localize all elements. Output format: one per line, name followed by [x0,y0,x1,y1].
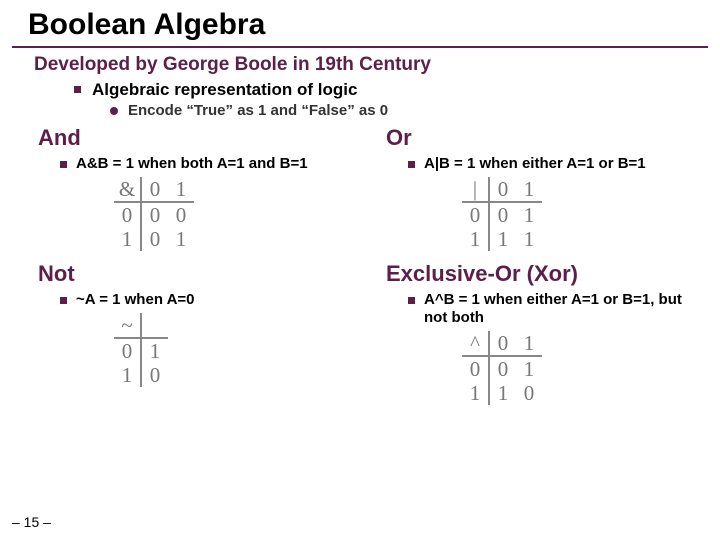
xor-truth-table: ^ 0 1 0 0 1 1 1 0 [462,331,702,405]
table-cell: 1 [490,381,516,406]
table-row-header: 0 [114,339,140,364]
table-row-header: 0 [114,203,140,228]
content-columns: And A&B = 1 when both A=1 and B=1 & 0 1 … [0,119,720,405]
table-cell: 1 [516,227,542,252]
and-heading: And [18,123,354,153]
table-cell: 1 [490,227,516,252]
not-heading: Not [18,259,354,289]
table-row-header: 1 [114,227,140,252]
table-col-header: 1 [168,177,194,202]
table-cell: 1 [142,339,168,364]
table-cell: 1 [516,357,542,382]
left-column: And A&B = 1 when both A=1 and B=1 & 0 1 … [12,123,360,405]
slide-subtitle: Developed by George Boole in 19th Centur… [0,48,720,76]
table-cell: 0 [168,203,194,228]
not-truth-table: ~ 0 1 1 0 [114,313,354,387]
and-symbol: & [114,177,140,202]
table-cell: 0 [490,203,516,228]
slide-title: Boolean Algebra [0,0,720,44]
table-col-header: 0 [490,177,516,202]
table-row-header: 0 [462,357,488,382]
table-cell: 1 [168,227,194,252]
right-column: Or A|B = 1 when either A=1 or B=1 | 0 1 … [360,123,708,405]
table-col-header: 0 [490,331,516,356]
and-truth-table: & 0 1 0 0 0 1 0 1 [114,177,354,251]
table-cell: 0 [142,203,168,228]
bullet-level1: Algebraic representation of logic [0,76,720,100]
bullet-level2: Encode “True” as 1 and “False” as 0 [0,100,720,119]
not-symbol: ~ [114,313,140,338]
or-description: A|B = 1 when either A=1 or B=1 [366,153,702,173]
table-row-header: 1 [114,363,140,388]
table-cell: 0 [142,227,168,252]
table-cell: 0 [490,357,516,382]
slide-number: – 15 – [12,514,51,530]
table-row-header: 1 [462,227,488,252]
or-symbol: | [462,177,488,202]
table-col-header: 1 [516,331,542,356]
or-heading: Or [366,123,702,153]
table-row-header: 1 [462,381,488,406]
table-cell: 0 [142,363,168,388]
or-truth-table: | 0 1 0 0 1 1 1 1 [462,177,702,251]
table-row-header: 0 [462,203,488,228]
and-description: A&B = 1 when both A=1 and B=1 [18,153,354,173]
not-description: ~A = 1 when A=0 [18,289,354,309]
table-cell: 1 [516,203,542,228]
table-col-header: 1 [516,177,542,202]
table-cell: 0 [516,381,542,406]
table-col-header: 0 [142,177,168,202]
xor-heading: Exclusive-Or (Xor) [366,259,702,289]
xor-description: A^B = 1 when either A=1 or B=1, but not … [366,289,702,327]
xor-symbol: ^ [462,331,488,356]
table-vline [140,313,142,337]
